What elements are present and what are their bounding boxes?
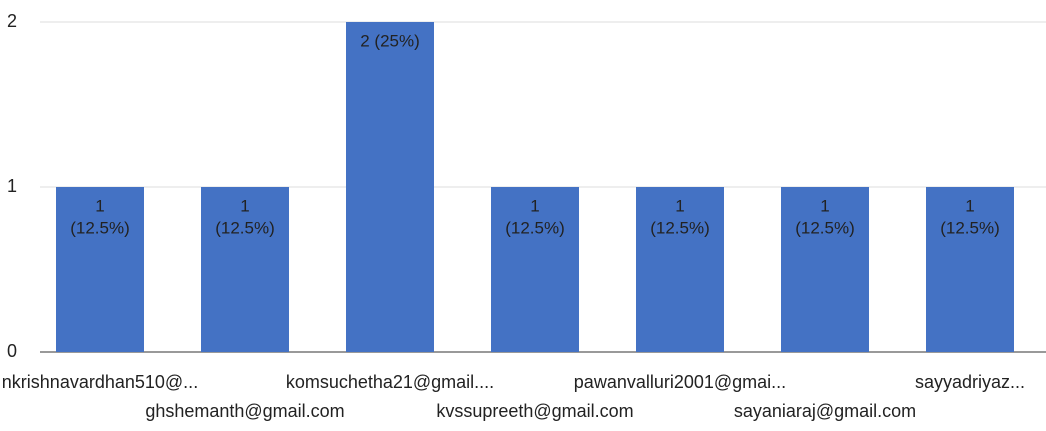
x-tick-label: pawanvalluri2001@gmai... (574, 372, 786, 392)
data-label: (12.5%) (795, 218, 855, 237)
bar (56, 187, 144, 352)
x-tick-label: nkrishnavardhan510@... (2, 372, 198, 392)
y-tick-label: 1 (7, 176, 17, 196)
y-tick-label: 0 (7, 341, 17, 361)
y-tick-label: 2 (7, 11, 17, 31)
data-label: (12.5%) (505, 218, 565, 237)
data-label: 1 (95, 196, 104, 215)
data-label: 1 (965, 196, 974, 215)
bar (201, 187, 289, 352)
data-label: 1 (530, 196, 539, 215)
x-tick-label: kvssupreeth@gmail.com (436, 401, 633, 421)
x-tick-label: komsuchetha21@gmail.... (286, 372, 494, 392)
data-label: 1 (240, 196, 249, 215)
data-label: 1 (675, 196, 684, 215)
bar (636, 187, 724, 352)
x-tick-label: ghshemanth@gmail.com (145, 401, 344, 421)
x-tick-label: sayaniaraj@gmail.com (734, 401, 916, 421)
data-label: (12.5%) (940, 218, 1000, 237)
data-label: (12.5%) (215, 218, 275, 237)
data-label: 2 (25%) (360, 31, 420, 50)
data-label: (12.5%) (650, 218, 710, 237)
bar (781, 187, 869, 352)
bar (491, 187, 579, 352)
data-label: 1 (820, 196, 829, 215)
bar (346, 22, 434, 352)
data-label: (12.5%) (70, 218, 130, 237)
x-tick-label: sayyadriyaz... (915, 372, 1025, 392)
bar (926, 187, 1014, 352)
